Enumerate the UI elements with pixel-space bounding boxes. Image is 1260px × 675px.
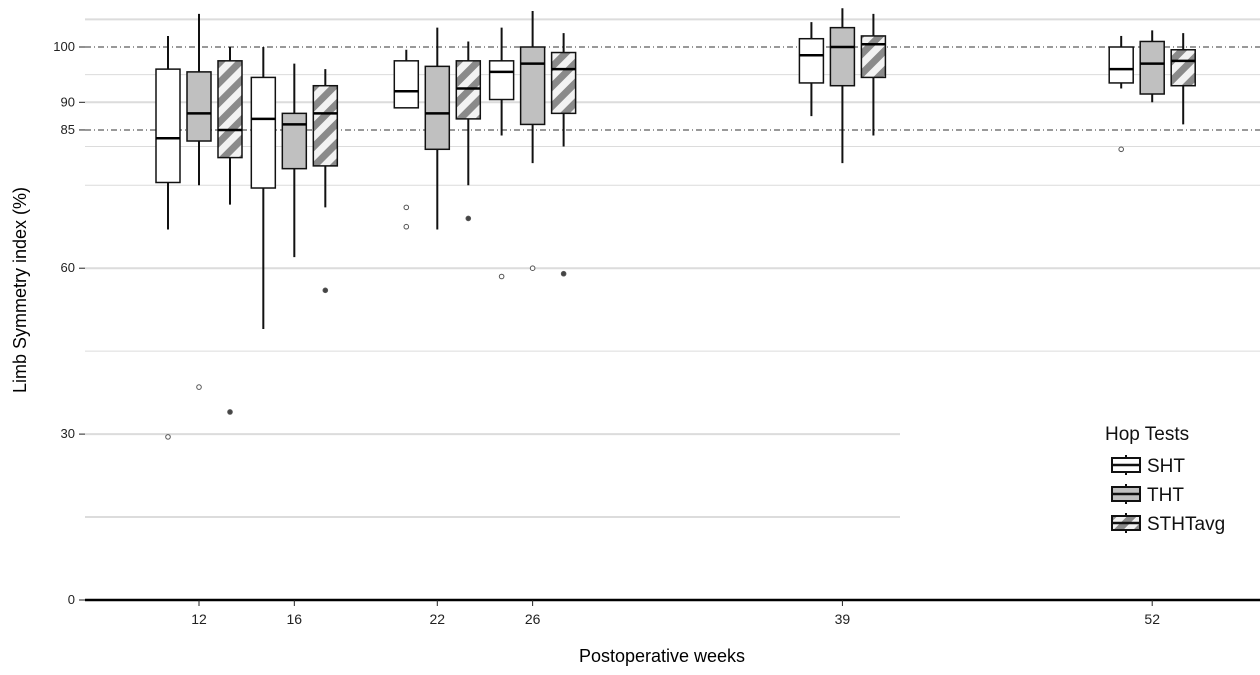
box: [250, 76, 277, 189]
box-sthtavg-week-12: [217, 47, 243, 415]
y-tick-label: 85: [61, 122, 75, 137]
box: [393, 60, 420, 109]
box: [1170, 49, 1196, 87]
legend-label: STHTavg: [1147, 514, 1225, 535]
box-sthtavg-week-52: [1170, 33, 1196, 125]
box-sthtavg-week-39: [860, 13, 887, 136]
y-axis-title: Limb Symmetry index (%): [10, 187, 30, 393]
x-tick-label: 39: [835, 611, 851, 627]
x-tick-label: 52: [1144, 611, 1160, 627]
box-tht-week-52: [1139, 30, 1165, 103]
box: [217, 60, 243, 159]
outlier-point: [560, 270, 567, 277]
x-axis-title: Postoperative weeks: [579, 646, 745, 666]
box-sthtavg-week-26: [550, 33, 577, 277]
box-tht-week-12: [186, 13, 212, 390]
box: [519, 46, 546, 126]
box: [312, 84, 339, 167]
box: [798, 37, 825, 84]
box-tht-week-26: [519, 11, 546, 272]
box: [281, 112, 308, 170]
box: [1139, 40, 1165, 95]
box: [455, 60, 482, 120]
outlier-point: [529, 265, 536, 272]
outlier-point: [322, 287, 329, 294]
outlier-point: [165, 434, 171, 440]
box-sht-week-26: [488, 27, 515, 280]
box-sht-week-39: [798, 22, 825, 117]
x-tick-label: 22: [430, 611, 446, 627]
y-tick-label: 90: [61, 94, 75, 109]
outlier-point: [403, 204, 410, 211]
box: [1108, 46, 1134, 84]
box: [860, 35, 887, 79]
legend-background: [900, 412, 1260, 540]
box-sthtavg-week-16: [312, 69, 339, 294]
box: [550, 51, 577, 115]
box-sht-week-22: [393, 49, 420, 230]
box: [488, 60, 515, 101]
outlier-point: [196, 384, 202, 390]
box-tht-week-39: [829, 8, 856, 164]
box-sht-week-12: [155, 35, 181, 440]
y-tick-label: 0: [68, 592, 75, 607]
legend-label: SHT: [1147, 456, 1185, 477]
y-tick-label: 60: [61, 260, 75, 275]
box-sht-week-16: [250, 47, 277, 330]
x-tick-label: 12: [191, 611, 207, 627]
outlier-point: [227, 409, 233, 415]
x-tick-label: 16: [287, 611, 303, 627]
outlier-point: [403, 223, 410, 230]
x-tick-label: 26: [525, 611, 541, 627]
box-tht-week-16: [281, 63, 308, 258]
legend-label: THT: [1147, 485, 1184, 506]
outlier-point: [1118, 146, 1124, 153]
box-sht-week-52: [1108, 35, 1134, 153]
box-sthtavg-week-22: [455, 41, 482, 222]
legend-title: Hop Tests: [1105, 424, 1189, 445]
outlier-point: [465, 215, 472, 222]
y-tick-label: 30: [61, 426, 75, 441]
outlier-point: [498, 273, 505, 280]
box: [424, 65, 451, 151]
box: [829, 26, 856, 87]
y-tick-label: 100: [53, 39, 75, 54]
box-tht-week-22: [424, 27, 451, 230]
box: [186, 71, 212, 142]
box: [155, 68, 181, 184]
